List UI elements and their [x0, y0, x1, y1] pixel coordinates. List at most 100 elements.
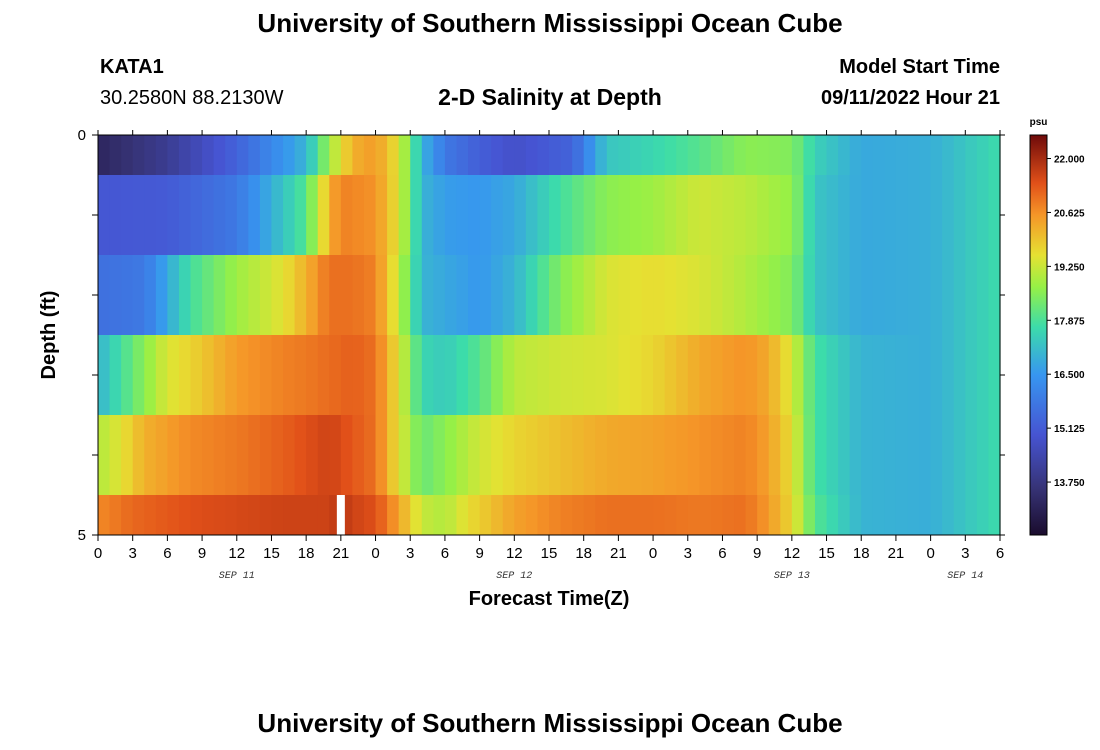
- heatmap-cell: [849, 135, 862, 175]
- colorbar-tick-label: 16.500: [1054, 370, 1085, 381]
- heatmap-cell: [803, 335, 816, 415]
- heatmap-cell: [606, 255, 619, 335]
- heatmap-cell: [352, 135, 365, 175]
- heatmap-cell: [791, 135, 805, 175]
- heatmap-cell: [340, 175, 354, 255]
- heatmap-cell: [121, 415, 134, 495]
- x-tick-label: 6: [718, 545, 726, 562]
- x-tick-label: 15: [541, 545, 558, 562]
- heatmap-cell: [872, 415, 885, 495]
- heatmap-cell: [549, 335, 562, 415]
- heatmap-cell: [283, 415, 296, 495]
- heatmap-cell: [884, 495, 897, 535]
- heatmap-cell: [722, 135, 735, 175]
- heatmap-cell: [525, 415, 539, 495]
- heatmap-cell: [387, 495, 400, 535]
- heatmap-cell: [178, 175, 192, 255]
- heatmap-cell: [433, 175, 446, 255]
- heatmap-cell: [491, 495, 504, 535]
- heatmap-cell: [664, 415, 677, 495]
- heatmap-cell: [676, 175, 689, 255]
- heatmap-cell: [641, 495, 654, 535]
- heatmap-cell: [988, 175, 1001, 255]
- heatmap-cell: [942, 335, 955, 415]
- heatmap-cell: [259, 255, 273, 335]
- heatmap-cell: [710, 415, 724, 495]
- heatmap-cell: [444, 175, 458, 255]
- heatmap-cell: [468, 135, 481, 175]
- heatmap-cell: [803, 255, 816, 335]
- x-tick-label: 9: [753, 545, 761, 562]
- heatmap-cell: [942, 255, 955, 335]
- heatmap-cell: [791, 415, 805, 495]
- x-axis-label: Forecast Time(Z): [469, 588, 630, 610]
- heatmap-cell: [664, 495, 677, 535]
- heatmap-cell: [132, 175, 145, 255]
- heatmap-cell: [872, 335, 885, 415]
- heatmap-cell: [213, 495, 226, 535]
- x-tick-label: 12: [784, 545, 801, 562]
- heatmap-cell: [884, 175, 897, 255]
- heatmap-cell: [479, 335, 492, 415]
- heatmap-cell: [155, 415, 168, 495]
- heatmap-cell: [572, 255, 585, 335]
- heatmap-cell: [190, 415, 203, 495]
- heatmap-cell: [722, 255, 735, 335]
- axes: 0 3 6 9 12 15 18 21 0 3 6 9 12 15 18 21 0 3 6 9 12 15 18 21 0 3 6 S…: [78, 127, 1005, 582]
- heatmap-cell: [699, 255, 712, 335]
- heatmap-cell: [745, 495, 758, 535]
- heatmap-cell: [456, 175, 469, 255]
- heatmap-cell: [687, 135, 700, 175]
- heatmap-cell: [965, 335, 978, 415]
- heatmap-cell: [352, 335, 365, 415]
- heatmap-cell: [363, 415, 377, 495]
- heatmap-cell: [953, 135, 966, 175]
- heatmap-cell: [213, 135, 226, 175]
- heatmap-cell: [988, 135, 1001, 175]
- heatmap-cell: [814, 255, 828, 335]
- heatmap-cell: [930, 415, 943, 495]
- heatmap-cell: [919, 255, 932, 335]
- heatmap-cell: [965, 495, 978, 535]
- heatmap-cell: [121, 175, 134, 255]
- heatmap-cell: [641, 175, 654, 255]
- heatmap-cell: [98, 335, 111, 415]
- heatmap-cell: [329, 415, 342, 495]
- heatmap-cell: [676, 335, 689, 415]
- heatmap-cell: [479, 415, 492, 495]
- x-tick-label: 0: [926, 545, 934, 562]
- heatmap-cell: [398, 255, 411, 335]
- heatmap-cell: [826, 135, 839, 175]
- heatmap-cell: [595, 415, 608, 495]
- heatmap-cell: [606, 335, 619, 415]
- heatmap-cell: [676, 135, 689, 175]
- heatmap-cell: [606, 495, 619, 535]
- heatmap-cell: [537, 135, 550, 175]
- heatmap-cell: [676, 415, 689, 495]
- heatmap-cell: [768, 335, 781, 415]
- x-tick-label: 6: [163, 545, 171, 562]
- heatmap-cell: [329, 135, 342, 175]
- heatmap-cell: [375, 415, 388, 495]
- heatmap-cell: [803, 415, 816, 495]
- heatmap-cell: [676, 255, 689, 335]
- heatmap-cell: [109, 415, 122, 495]
- heatmap-cell: [549, 495, 562, 535]
- heatmap-cell: [572, 495, 585, 535]
- heatmap-cell: [109, 135, 122, 175]
- heatmap-cell: [178, 335, 192, 415]
- heatmap-cell: [340, 415, 354, 495]
- station-coordinates: 30.2580N 88.2130W: [100, 87, 284, 109]
- heatmap-cell: [363, 255, 377, 335]
- heatmap-cell: [387, 335, 400, 415]
- x-tick-label: 6: [996, 545, 1004, 562]
- heatmap-cell: [283, 255, 296, 335]
- heatmap-cell: [225, 135, 238, 175]
- heatmap-cell: [387, 415, 400, 495]
- heatmap-cell: [236, 415, 249, 495]
- heatmap-cell: [294, 495, 307, 535]
- heatmap-cell: [629, 415, 643, 495]
- heatmap-cell: [838, 175, 851, 255]
- heatmap-cell: [294, 135, 307, 175]
- heatmap-cell: [213, 175, 226, 255]
